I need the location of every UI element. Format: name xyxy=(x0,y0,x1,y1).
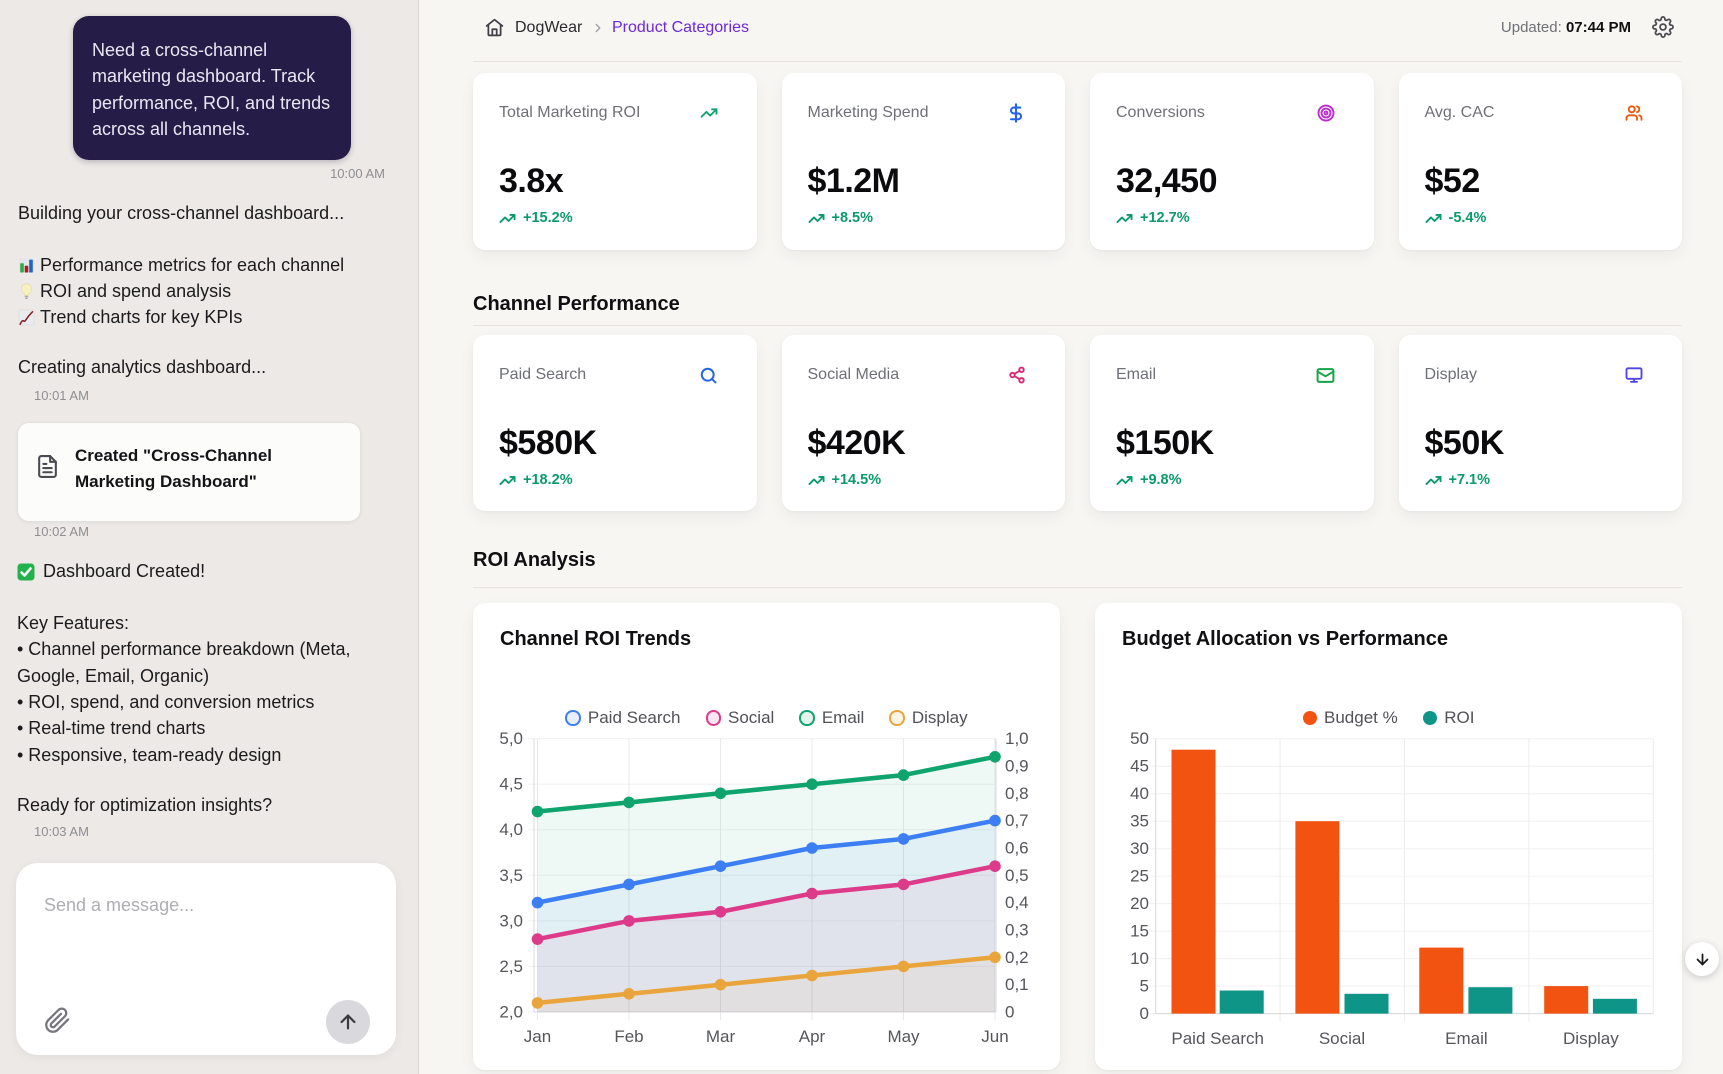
svg-text:Email: Email xyxy=(1445,1029,1488,1048)
svg-text:0,5: 0,5 xyxy=(1005,866,1029,885)
svg-text:3,5: 3,5 xyxy=(499,866,523,885)
svg-text:0,2: 0,2 xyxy=(1005,948,1029,967)
svg-text:Jun: Jun xyxy=(981,1027,1008,1046)
svg-text:Display: Display xyxy=(1563,1029,1619,1048)
svg-text:Apr: Apr xyxy=(799,1027,826,1046)
svg-text:0: 0 xyxy=(1005,1003,1014,1022)
svg-text:Jan: Jan xyxy=(524,1027,551,1046)
svg-text:5: 5 xyxy=(1140,977,1149,996)
svg-text:20: 20 xyxy=(1130,894,1149,913)
svg-text:0,8: 0,8 xyxy=(1005,784,1029,803)
svg-text:4,5: 4,5 xyxy=(499,775,523,794)
svg-text:1,0: 1,0 xyxy=(1005,729,1029,748)
svg-text:25: 25 xyxy=(1130,867,1149,886)
svg-text:5,0: 5,0 xyxy=(499,729,523,748)
svg-text:50: 50 xyxy=(1130,729,1149,748)
svg-text:Feb: Feb xyxy=(614,1027,643,1046)
svg-text:Paid Search: Paid Search xyxy=(1171,1029,1264,1048)
svg-text:May: May xyxy=(887,1027,920,1046)
svg-text:10: 10 xyxy=(1130,949,1149,968)
svg-text:Mar: Mar xyxy=(706,1027,736,1046)
svg-text:0,4: 0,4 xyxy=(1005,893,1029,912)
svg-text:30: 30 xyxy=(1130,839,1149,858)
svg-text:35: 35 xyxy=(1130,812,1149,831)
svg-text:0,6: 0,6 xyxy=(1005,839,1029,858)
svg-text:0,7: 0,7 xyxy=(1005,811,1029,830)
svg-text:4,0: 4,0 xyxy=(499,820,523,839)
svg-text:0,9: 0,9 xyxy=(1005,756,1029,775)
svg-text:Social: Social xyxy=(1319,1029,1365,1048)
svg-text:3,0: 3,0 xyxy=(499,911,523,930)
svg-text:2,0: 2,0 xyxy=(499,1003,523,1022)
svg-text:40: 40 xyxy=(1130,784,1149,803)
svg-text:0: 0 xyxy=(1140,1004,1149,1023)
svg-text:2,5: 2,5 xyxy=(499,957,523,976)
svg-text:45: 45 xyxy=(1130,757,1149,776)
svg-text:15: 15 xyxy=(1130,922,1149,941)
svg-text:0,3: 0,3 xyxy=(1005,921,1029,940)
svg-text:0,1: 0,1 xyxy=(1005,975,1029,994)
